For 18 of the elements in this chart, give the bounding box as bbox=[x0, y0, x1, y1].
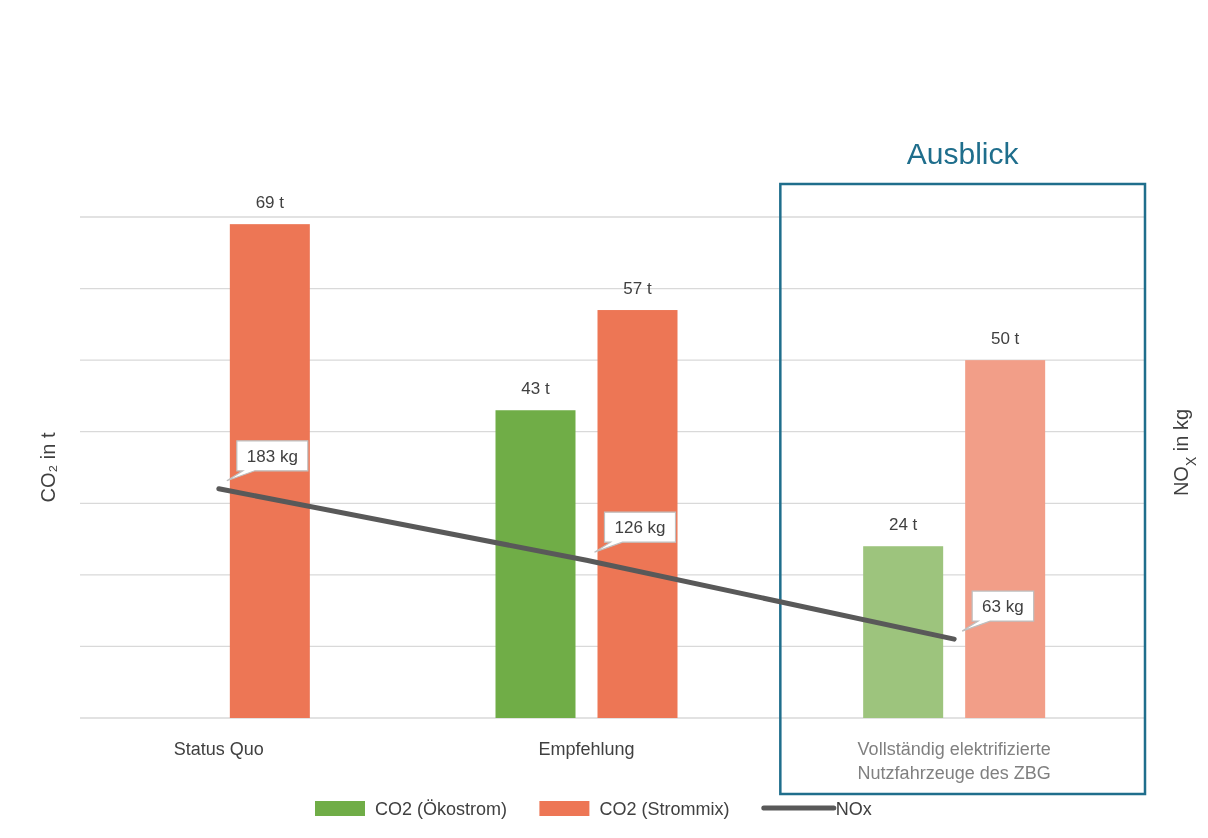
x-tick-label: Vollständig elektrifizierte Nutzfahrzeuge des ZBG bbox=[857, 739, 1051, 783]
legend-label: CO2 (Strommix) bbox=[599, 799, 730, 819]
text: Ausblick bbox=[906, 137, 1020, 170]
data-label: 69 t bbox=[255, 193, 285, 213]
x-tick-label: Empfehlung bbox=[538, 739, 635, 759]
data-label: 24 t bbox=[888, 515, 918, 535]
data-label: 183 kg bbox=[246, 446, 298, 466]
data-label: 50 t bbox=[990, 329, 1020, 349]
y-axis-title: CO₂ in t bbox=[37, 432, 59, 503]
data-label: 43 t bbox=[521, 379, 550, 399]
legend-label: CO2 (Ökostrom) bbox=[375, 799, 508, 819]
x-tick-label: Status Quo bbox=[173, 739, 264, 759]
data-label: 126 kg bbox=[614, 518, 666, 538]
legend-label: NOx bbox=[835, 799, 872, 819]
data-label: 57 t bbox=[623, 279, 652, 299]
bar bbox=[863, 546, 944, 718]
data-label: 63 kg bbox=[982, 597, 1024, 617]
bar bbox=[495, 410, 576, 718]
